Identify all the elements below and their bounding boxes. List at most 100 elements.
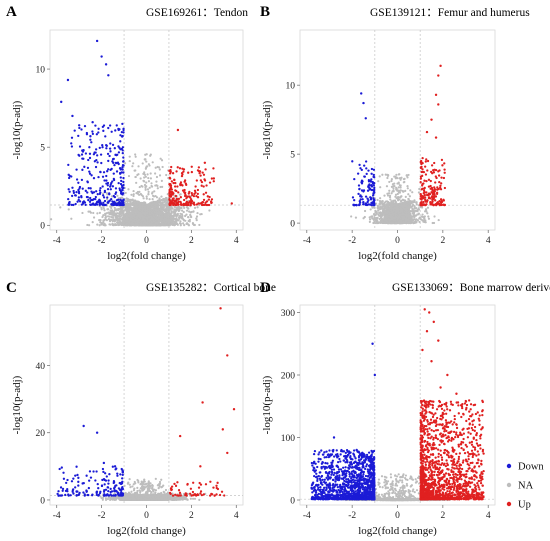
point-down <box>98 203 101 207</box>
point-na <box>371 217 374 220</box>
point-na <box>392 184 395 188</box>
point-down <box>88 146 91 149</box>
point-na <box>152 220 155 223</box>
point-na <box>426 206 430 209</box>
point-up <box>185 200 188 203</box>
panel-letter: A <box>6 4 17 20</box>
point-na <box>144 188 147 191</box>
point-na <box>135 219 138 222</box>
point-outlier <box>104 63 108 66</box>
point-na <box>139 216 142 219</box>
point-na <box>396 209 399 213</box>
point-na <box>363 215 366 219</box>
point-up <box>174 181 177 185</box>
point-na <box>383 201 386 204</box>
point-up <box>177 191 180 194</box>
point-down <box>90 190 93 193</box>
point-down <box>96 154 99 157</box>
point-na <box>390 179 393 183</box>
point-down <box>86 166 90 170</box>
point-down <box>109 142 112 145</box>
point-na <box>148 224 151 227</box>
point-down <box>117 162 120 166</box>
point-na <box>383 217 386 221</box>
point-up <box>170 165 173 169</box>
point-na <box>376 198 379 202</box>
point-na <box>415 203 418 206</box>
point-up <box>178 167 182 170</box>
point-na <box>174 221 178 224</box>
point-na <box>125 197 128 200</box>
point-na <box>59 206 62 209</box>
point-down <box>107 126 110 130</box>
point-na <box>149 206 152 209</box>
point-na <box>170 211 173 215</box>
point-down <box>107 200 110 203</box>
point-na <box>388 180 391 184</box>
point-up <box>201 171 204 174</box>
point-na <box>151 201 154 205</box>
point-na <box>170 210 173 213</box>
point-down <box>97 131 100 134</box>
panel-title: GSE139121：Femur and humerus <box>370 7 530 19</box>
point-down <box>68 190 71 193</box>
point-up <box>175 189 178 193</box>
point-na <box>158 168 161 171</box>
point-na <box>146 188 150 191</box>
point-na <box>427 217 431 220</box>
point-na <box>101 222 104 225</box>
point-up <box>171 172 175 175</box>
point-na <box>391 205 394 208</box>
point-na <box>377 213 380 216</box>
point-down <box>111 203 114 206</box>
point-down <box>77 181 80 184</box>
point-down <box>95 133 98 136</box>
point-down <box>111 143 115 147</box>
point-na <box>392 187 395 190</box>
point-na <box>386 173 389 176</box>
point-up <box>196 192 199 196</box>
point-na <box>86 223 89 227</box>
point-na <box>196 206 199 209</box>
point-na <box>153 202 156 205</box>
point-na <box>108 215 111 218</box>
point-up <box>174 203 178 207</box>
point-na <box>401 208 404 211</box>
point-na <box>415 218 418 221</box>
point-up <box>183 188 186 192</box>
point-na <box>416 210 419 213</box>
point-down <box>109 185 112 188</box>
point-na <box>187 219 190 223</box>
point-na <box>396 177 399 180</box>
point-down <box>119 140 122 143</box>
point-na <box>117 223 120 226</box>
point-up <box>195 194 198 198</box>
point-up <box>195 179 198 182</box>
x-tick-label: -4 <box>53 236 61 246</box>
point-na <box>100 206 103 209</box>
point-up <box>189 196 192 199</box>
point-na <box>166 213 169 217</box>
point-down <box>110 130 113 133</box>
point-na <box>384 207 388 210</box>
point-na <box>165 173 168 177</box>
point-down <box>106 181 110 185</box>
point-up <box>212 180 215 183</box>
point-na <box>406 176 409 179</box>
point-na <box>405 205 408 208</box>
point-na <box>144 175 147 178</box>
point-na <box>397 189 400 192</box>
point-na <box>144 223 147 226</box>
point-na <box>182 219 186 222</box>
point-na <box>384 216 388 219</box>
point-na <box>164 199 167 202</box>
point-up <box>198 170 202 173</box>
point-up <box>192 202 195 205</box>
point-up <box>184 194 187 197</box>
point-na <box>88 224 91 227</box>
point-na <box>146 220 149 223</box>
point-up <box>169 183 172 186</box>
point-na <box>98 211 101 214</box>
point-na <box>111 216 114 219</box>
point-down <box>105 147 108 150</box>
